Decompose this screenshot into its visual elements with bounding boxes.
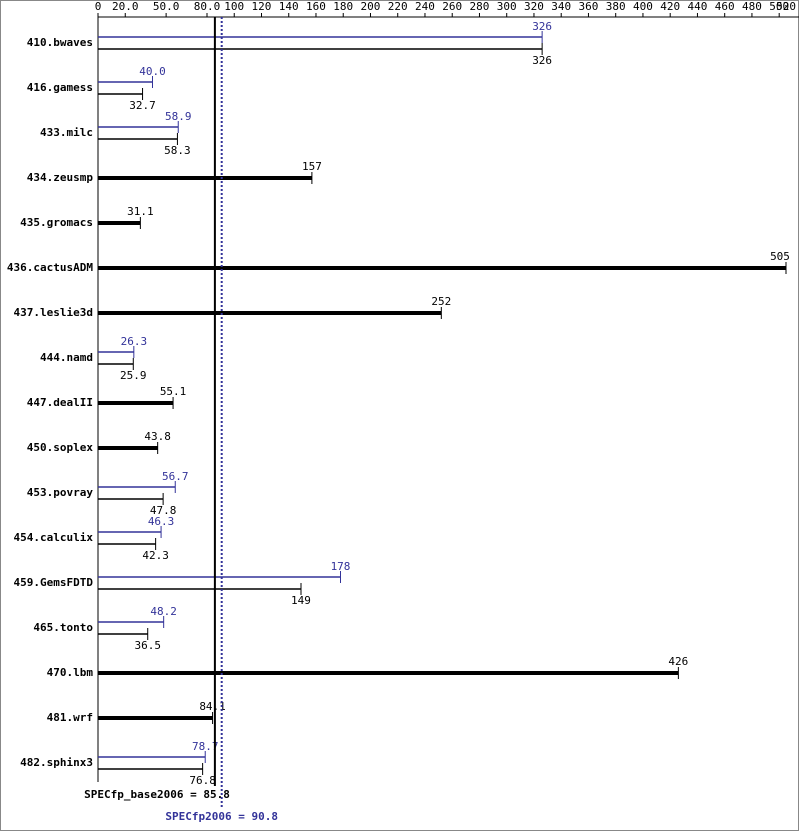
value-label: 326: [532, 54, 552, 67]
base-mean-text: SPECfp_base2006 = 85.8: [84, 788, 230, 801]
x-tick-label: 300: [497, 0, 517, 13]
category-label: 435.gromacs: [20, 216, 93, 229]
category-label: 410.bwaves: [27, 36, 93, 49]
value-label: 56.7: [162, 470, 189, 483]
value-label: 46.3: [148, 515, 175, 528]
value-label: 32.7: [129, 99, 156, 112]
category-label: 482.sphinx3: [20, 756, 93, 769]
x-tick-label: 400: [633, 0, 653, 13]
value-label: 252: [431, 295, 451, 308]
value-label: 47.8: [150, 504, 177, 517]
category-label: 433.milc: [40, 126, 93, 139]
x-tick-label: 0: [95, 0, 102, 13]
value-label: 48.2: [150, 605, 177, 618]
category-label: 436.cactusADM: [7, 261, 93, 274]
base-mean-label: SPECfp_base2006 =: [84, 788, 203, 801]
value-label: 40.0: [139, 65, 166, 78]
base-mean-value: 85.8: [203, 788, 230, 801]
value-label: 76.8: [189, 774, 216, 787]
category-label: 470.lbm: [47, 666, 94, 679]
x-tick-label: 280: [470, 0, 490, 13]
x-tick-label: 420: [660, 0, 680, 13]
x-tick-label: 220: [388, 0, 408, 13]
value-label: 58.9: [165, 110, 192, 123]
x-tick-label: 180: [333, 0, 353, 13]
x-tick-label: 460: [715, 0, 735, 13]
x-tick-label: 260: [442, 0, 462, 13]
peak-mean-label: SPECfp2006 =: [165, 810, 251, 823]
x-tick-label: 320: [524, 0, 544, 13]
peak-mean-value: 90.8: [252, 810, 279, 823]
value-label: 84.1: [199, 700, 226, 713]
category-label: 465.tonto: [33, 621, 93, 634]
x-tick-label: 240: [415, 0, 435, 13]
category-label: 416.gamess: [27, 81, 93, 94]
peak-mean-text: SPECfp2006 = 90.8: [165, 810, 278, 823]
x-tick-label: 200: [361, 0, 381, 13]
value-label: 157: [302, 160, 322, 173]
x-tick-label: 380: [606, 0, 626, 13]
value-label: 178: [331, 560, 351, 573]
category-label: 450.soplex: [27, 441, 94, 454]
value-label: 43.8: [144, 430, 171, 443]
value-label: 505: [770, 250, 790, 263]
x-tick-label: 340: [551, 0, 571, 13]
x-tick-label: 160: [306, 0, 326, 13]
value-label: 426: [668, 655, 688, 668]
value-label: 55.1: [160, 385, 187, 398]
category-label: 459.GemsFDTD: [14, 576, 94, 589]
x-tick-label: 440: [688, 0, 708, 13]
x-tick-label: 140: [279, 0, 299, 13]
x-tick-label: 500: [769, 0, 789, 13]
x-tick-label: 50.0: [153, 0, 180, 13]
category-label: 434.zeusmp: [27, 171, 94, 184]
category-label: 444.namd: [40, 351, 93, 364]
x-tick-label: 520: [776, 0, 796, 13]
x-tick-label: 480: [742, 0, 762, 13]
value-label: 26.3: [121, 335, 148, 348]
value-label: 149: [291, 594, 311, 607]
value-label: 42.3: [142, 549, 169, 562]
value-label: 31.1: [127, 205, 154, 218]
x-tick-label: 120: [252, 0, 272, 13]
value-label: 78.7: [192, 740, 219, 753]
category-label: 453.povray: [27, 486, 94, 499]
value-label: 25.9: [120, 369, 147, 382]
x-tick-label: 20.0: [112, 0, 139, 13]
x-tick-label: 80.0: [194, 0, 221, 13]
category-label: 454.calculix: [14, 531, 94, 544]
value-label: 58.3: [164, 144, 191, 157]
category-label: 437.leslie3d: [14, 306, 93, 319]
value-label: 36.5: [134, 639, 161, 652]
x-tick-label: 100: [224, 0, 244, 13]
x-tick-label: 360: [579, 0, 599, 13]
category-label: 447.dealII: [27, 396, 93, 409]
value-label: 326: [532, 20, 552, 33]
category-label: 481.wrf: [47, 711, 93, 724]
